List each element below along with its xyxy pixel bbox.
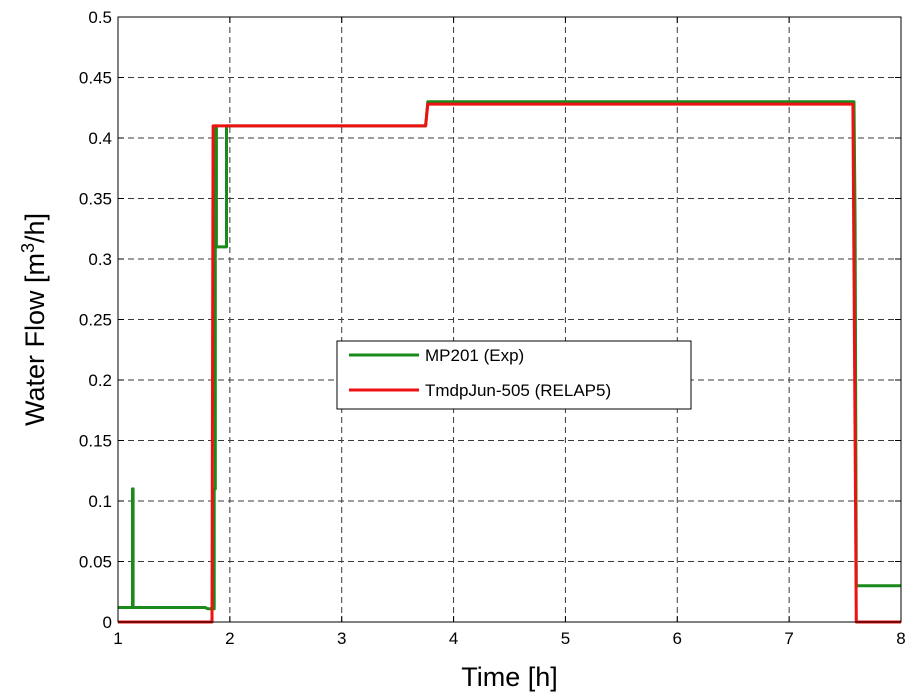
x-tick-label: 2 bbox=[225, 629, 234, 648]
y-tick-label: 0.5 bbox=[88, 8, 112, 27]
y-tick-label: 0.45 bbox=[79, 69, 112, 88]
y-tick-label: 0.1 bbox=[88, 492, 112, 511]
legend-label-relap5: TmdpJun-505 (RELAP5) bbox=[425, 381, 611, 400]
x-tick-label: 7 bbox=[784, 629, 793, 648]
series-line-1 bbox=[118, 102, 901, 624]
x-tick-label: 1 bbox=[113, 629, 122, 648]
y-axis-title-superscript: 3 bbox=[18, 243, 38, 253]
x-tick-label: 6 bbox=[673, 629, 682, 648]
x-tick-label: 3 bbox=[337, 629, 346, 648]
x-tick-label: 8 bbox=[896, 629, 905, 648]
y-axis-title: Water Flow [m3/h] bbox=[18, 213, 50, 426]
y-tick-label: 0.4 bbox=[88, 129, 112, 148]
y-tick-label: 0.05 bbox=[79, 553, 112, 572]
axis-ticks: 1 2 3 4 5 6 7 8 0 0.05 0.1 0.15 0.2 0.25 0.3 0.35 0.4 0.4… bbox=[79, 8, 906, 648]
legend: MP201 (Exp) TmdpJun-505 (RELAP5) bbox=[336, 340, 692, 410]
legend-label-mp201: MP201 (Exp) bbox=[425, 346, 524, 365]
x-tick-label: 5 bbox=[561, 629, 570, 648]
y-tick-label: 0.2 bbox=[88, 371, 112, 390]
y-tick-label: 0.15 bbox=[79, 432, 112, 451]
y-tick-label: 0.35 bbox=[79, 190, 112, 209]
y-axis-title-prefix: Water Flow [m bbox=[20, 253, 50, 426]
y-tick-label: 0 bbox=[103, 613, 112, 632]
y-tick-label: 0.25 bbox=[79, 311, 112, 330]
x-tick-label: 4 bbox=[449, 629, 458, 648]
legend-box bbox=[336, 340, 692, 410]
y-axis-title-suffix: /h] bbox=[20, 213, 50, 243]
x-axis-title: Time [h] bbox=[461, 662, 558, 692]
y-tick-label: 0.3 bbox=[88, 250, 112, 269]
series-lines bbox=[118, 100, 901, 624]
